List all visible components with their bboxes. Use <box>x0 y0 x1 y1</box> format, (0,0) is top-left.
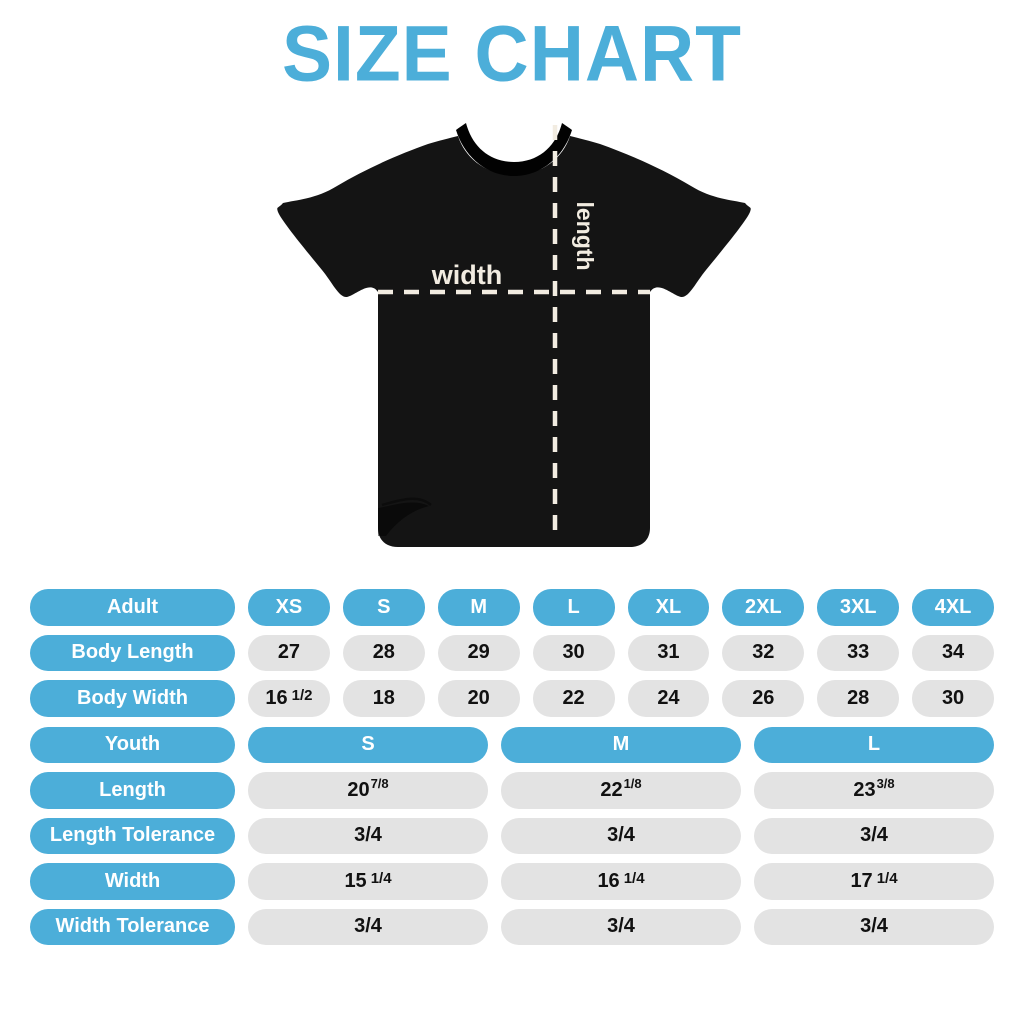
svg-text:width: width <box>431 260 502 290</box>
svg-text:length: length <box>572 202 598 271</box>
